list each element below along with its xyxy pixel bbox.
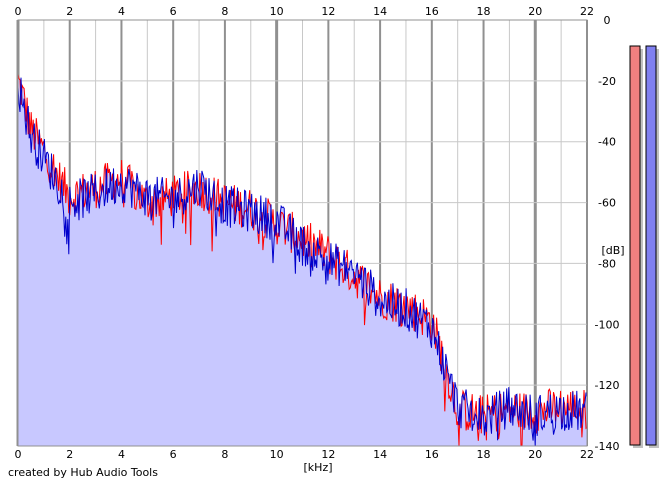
x-axis-label: [kHz] — [304, 461, 333, 474]
y-tick-label: -20 — [598, 75, 616, 88]
y-tick-label: -80 — [598, 257, 616, 270]
x-tick-label-top: 16 — [425, 5, 439, 18]
series-line-right-channel — [17, 77, 588, 447]
x-tick-label-bottom: 16 — [425, 448, 439, 461]
x-tick-label-bottom: 18 — [477, 448, 491, 461]
y-axis-label: [dB] — [601, 244, 624, 257]
y-tick-label: -100 — [595, 318, 620, 331]
x-tick-label-bottom: 8 — [221, 448, 228, 461]
plot-frame — [17, 19, 588, 447]
x-tick-label-top: 2 — [66, 5, 73, 18]
series-lines — [17, 74, 588, 447]
x-tick-label-top: 22 — [580, 5, 594, 18]
x-tick-label-top: 10 — [270, 5, 284, 18]
x-tick-label-bottom: 14 — [373, 448, 387, 461]
y-tick-label: -140 — [595, 440, 620, 453]
x-tick-label-bottom: 12 — [321, 448, 335, 461]
y-tick-label: -40 — [598, 136, 616, 149]
y-tick-label: -120 — [595, 379, 620, 392]
y-tick-label: 0 — [604, 14, 611, 27]
x-tick-label-bottom: 20 — [528, 448, 542, 461]
x-tick-label-top: 20 — [528, 5, 542, 18]
x-tick-label-top: 18 — [477, 5, 491, 18]
x-tick-label-top: 0 — [15, 5, 22, 18]
footer-credit: created by Hub Audio Tools — [8, 466, 158, 479]
x-tick-label-bottom: 0 — [15, 448, 22, 461]
y-tick-label: -60 — [598, 197, 616, 210]
level-meters — [629, 45, 659, 448]
x-tick-label-bottom: 4 — [118, 448, 125, 461]
x-tick-label-top: 12 — [321, 5, 335, 18]
level-meter-left — [629, 45, 641, 446]
x-tick-label-top: 6 — [170, 5, 177, 18]
x-tick-label-top: 8 — [221, 5, 228, 18]
x-tick-label-bottom: 2 — [66, 448, 73, 461]
x-tick-label-bottom: 10 — [270, 448, 284, 461]
axes: 002244668810101212141416161818202022220-… — [15, 5, 625, 474]
x-tick-label-top: 4 — [118, 5, 125, 18]
x-tick-label-bottom: 22 — [580, 448, 594, 461]
x-tick-label-top: 14 — [373, 5, 387, 18]
x-tick-label-bottom: 6 — [170, 448, 177, 461]
level-meter-right — [645, 45, 657, 446]
